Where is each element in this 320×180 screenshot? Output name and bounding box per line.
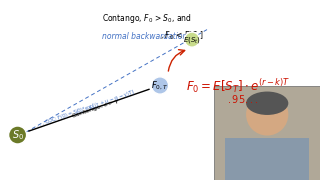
Text: , $F_0$ < E[$S_t$]: , $F_0$ < E[$S_t$] — [160, 30, 203, 42]
Text: $F_0 = E[S_T] \cdot e^{(r-k)T}$: $F_0 = E[S_T] \cdot e^{(r-k)T}$ — [186, 77, 291, 95]
Text: normal backwardation: normal backwardation — [102, 31, 187, 40]
Text: $F_{0,T}$: $F_{0,T}$ — [151, 79, 169, 92]
Text: Contango, $F_0$ > $S_0$, and: Contango, $F_0$ > $S_0$, and — [102, 12, 191, 24]
Text: $.95...$: $.95...$ — [227, 93, 258, 105]
Ellipse shape — [246, 93, 288, 136]
Bar — [214, 86, 320, 180]
Ellipse shape — [151, 77, 169, 94]
Ellipse shape — [246, 92, 288, 115]
Text: $S_0$: $S_0$ — [12, 128, 24, 142]
Text: . . . COC: F(0) = S(0)*exp[(r + u $-$ q $-$ y)T]: . . . COC: F(0) = S(0)*exp[(r + u $-$ q … — [35, 88, 136, 130]
Text: $E(S_t)$: $E(S_t)$ — [183, 35, 201, 45]
Text: Contango: $c > \gamma$: Contango: $c > \gamma$ — [70, 96, 122, 121]
Ellipse shape — [184, 32, 200, 47]
Bar — [225, 138, 309, 180]
Ellipse shape — [9, 126, 27, 144]
